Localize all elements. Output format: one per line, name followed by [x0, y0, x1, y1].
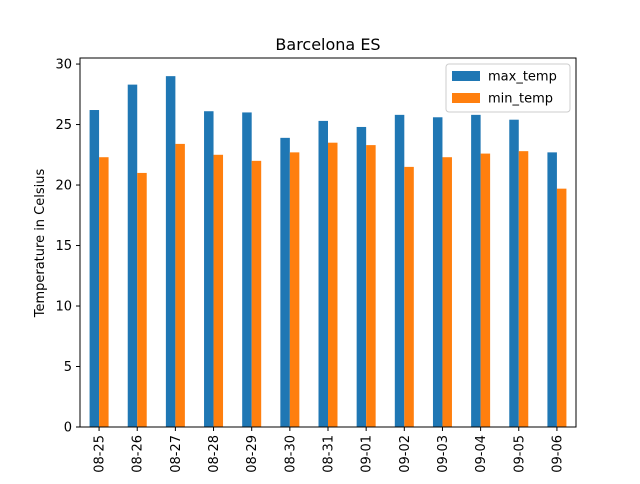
- y-tick-label: 25: [55, 118, 72, 133]
- bar-max_temp-08-31: [318, 120, 328, 427]
- y-tick-label: 10: [55, 300, 72, 315]
- bar-max_temp-09-01: [356, 126, 367, 428]
- x-tick-label: 08-25: [93, 435, 108, 473]
- x-tick-label: 08-28: [207, 435, 222, 473]
- bar-min_temp-08-30: [289, 152, 300, 427]
- chart-title: Barcelona ES: [275, 35, 380, 54]
- x-tick-label: 09-01: [360, 435, 375, 473]
- bar-min_temp-08-31: [328, 142, 338, 427]
- bar-max_temp-08-26: [127, 84, 138, 428]
- bar-max_temp-08-27: [165, 76, 176, 428]
- legend-label-max_temp: max_temp: [488, 70, 557, 85]
- bar-max_temp-09-04: [471, 114, 481, 428]
- x-tick-label: 09-05: [512, 435, 527, 473]
- bar-min_temp-08-29: [251, 160, 262, 427]
- y-tick-label: 15: [55, 239, 72, 254]
- bar-max_temp-09-02: [394, 114, 405, 428]
- bar-min_temp-08-28: [213, 154, 224, 428]
- y-tick-label: 5: [64, 360, 72, 375]
- bar-max_temp-09-05: [509, 119, 519, 427]
- bar-min_temp-09-04: [480, 153, 491, 427]
- bar-max_temp-08-29: [242, 112, 252, 427]
- bar-max_temp-09-06: [547, 152, 557, 427]
- bar-max_temp-08-28: [204, 111, 214, 427]
- axes-layer: 0 5 10 15 20 25 30 08-25 08-26 08-27 08-28 08-29 08-…: [55, 57, 577, 473]
- bar-min_temp-08-27: [175, 143, 185, 427]
- x-tick-label: 09-04: [474, 435, 489, 473]
- y-axis-label: Temperature in Celsius: [33, 169, 48, 319]
- legend-label-min_temp: min_temp: [488, 92, 553, 107]
- y-tick-label: 0: [64, 421, 72, 436]
- x-tick-label: 08-27: [169, 435, 184, 473]
- bars-layer: [89, 76, 567, 428]
- x-tick-label: 09-03: [436, 435, 451, 473]
- bar-min_temp-09-03: [442, 157, 452, 427]
- bar-min_temp-09-02: [404, 166, 414, 427]
- x-tick-label: 08-30: [283, 435, 298, 473]
- y-tick-label: 30: [55, 58, 72, 73]
- x-tick-label: 09-02: [398, 435, 413, 473]
- bar-min_temp-09-05: [518, 151, 529, 427]
- bar-min_temp-09-06: [556, 188, 567, 427]
- x-tick-label: 09-06: [550, 435, 565, 473]
- y-tick-label: 20: [55, 179, 72, 194]
- x-tick-label: 08-29: [245, 435, 260, 473]
- bar-max_temp-09-03: [432, 117, 443, 427]
- legend-swatch-min_temp: [452, 93, 480, 103]
- bar-min_temp-08-26: [137, 172, 147, 427]
- legend: max_temp min_temp: [445, 63, 571, 113]
- x-tick-label: 08-31: [322, 435, 337, 473]
- bar-min_temp-09-01: [366, 145, 376, 428]
- bar-max_temp-08-30: [280, 137, 290, 427]
- x-tick-label: 08-26: [131, 435, 146, 473]
- bar-min_temp-08-25: [99, 157, 109, 427]
- legend-swatch-max_temp: [452, 71, 480, 81]
- bar-max_temp-08-25: [89, 110, 100, 428]
